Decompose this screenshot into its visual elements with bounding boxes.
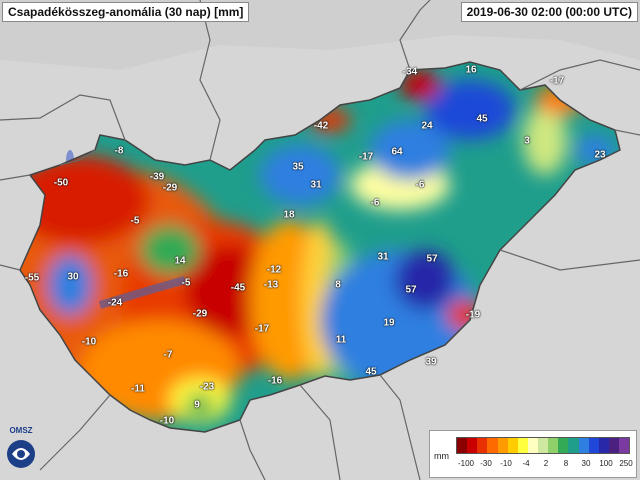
station-value: -16 <box>113 268 129 280</box>
station-value: -29 <box>162 182 178 194</box>
legend-swatch <box>507 438 518 453</box>
station-value: -34 <box>402 66 418 78</box>
station-value: 57 <box>426 253 438 265</box>
station-value: -16 <box>267 375 283 387</box>
station-value: -23 <box>199 381 215 393</box>
legend-label: -4 <box>522 459 530 468</box>
station-value: -6 <box>370 197 380 209</box>
legend-swatch <box>548 438 559 453</box>
station-value: -10 <box>81 336 97 348</box>
station-value: 8 <box>335 279 341 291</box>
station-value: 9 <box>194 399 200 411</box>
station-value: -11 <box>131 383 145 395</box>
station-value: 31 <box>377 251 389 263</box>
legend-swatch <box>527 438 538 453</box>
station-value: -7 <box>163 349 173 361</box>
map-title: Csapadékösszeg-anomália (30 nap) [mm] <box>2 2 250 22</box>
station-value: 45 <box>365 366 377 378</box>
station-value: -39 <box>149 171 165 183</box>
station-value: -29 <box>192 308 208 320</box>
timestamp: 2019-06-30 02:00 (00:00 UTC) <box>460 2 638 22</box>
station-value: -45 <box>230 282 246 294</box>
legend-swatch <box>467 438 478 453</box>
station-value: -5 <box>181 277 191 289</box>
legend-labels: -100 -30 -10 -4 2 8 30 100 250 <box>452 459 634 471</box>
legend-swatch <box>538 438 549 453</box>
station-value: 31 <box>310 179 322 191</box>
station-value: -17 <box>358 151 374 163</box>
station-value: -6 <box>415 179 425 191</box>
legend-swatch <box>568 438 579 453</box>
station-value: -19 <box>465 309 481 321</box>
station-value: 14 <box>174 255 186 267</box>
legend-unit: mm <box>434 451 449 461</box>
legend-label: 8 <box>563 459 569 468</box>
legend-swatch <box>598 438 609 453</box>
legend-label: 30 <box>581 459 591 468</box>
station-value: -17 <box>254 323 270 335</box>
legend-label: -100 <box>457 459 475 468</box>
legend-colorbar <box>456 437 630 454</box>
station-value: -17 <box>549 75 565 87</box>
color-legend: mm -100 -30 -10 -4 2 8 30 100 250 <box>429 430 637 478</box>
station-value: 3 <box>524 135 530 147</box>
station-value: -5 <box>130 215 140 227</box>
station-value: 11 <box>335 334 347 346</box>
station-value: -12 <box>266 264 282 276</box>
legend-label: 2 <box>543 459 549 468</box>
station-value: -42 <box>313 120 329 132</box>
station-value: -50 <box>53 177 69 189</box>
legend-swatch <box>578 438 589 453</box>
station-value: 39 <box>425 356 437 368</box>
station-value: 64 <box>391 146 403 158</box>
legend-swatch <box>457 438 468 453</box>
station-value: -13 <box>263 279 279 291</box>
legend-swatch <box>487 438 498 453</box>
legend-swatch <box>477 438 488 453</box>
station-value: 18 <box>283 209 295 221</box>
station-value: -24 <box>107 297 123 309</box>
legend-label: -30 <box>480 459 492 468</box>
station-value: 30 <box>67 271 79 283</box>
legend-swatch <box>558 438 569 453</box>
omsz-logo: OMSZ <box>4 426 38 474</box>
legend-swatch <box>497 438 508 453</box>
station-value: -10 <box>159 415 175 427</box>
station-value: 24 <box>421 120 433 132</box>
station-value: 35 <box>292 161 304 173</box>
station-value: 23 <box>594 149 606 161</box>
legend-label: 100 <box>599 459 613 468</box>
legend-swatch <box>588 438 599 453</box>
station-value: 16 <box>465 64 477 76</box>
station-value: -55 <box>24 272 40 284</box>
station-value: -8 <box>114 145 124 157</box>
legend-swatch <box>619 438 630 453</box>
legend-swatch <box>608 438 619 453</box>
legend-swatch <box>517 438 528 453</box>
station-value: 45 <box>476 113 488 125</box>
station-value: 19 <box>383 317 395 329</box>
station-value: 57 <box>405 284 417 296</box>
omsz-emblem-icon <box>7 440 35 468</box>
legend-label: -10 <box>500 459 512 468</box>
legend-label: 250 <box>619 459 633 468</box>
